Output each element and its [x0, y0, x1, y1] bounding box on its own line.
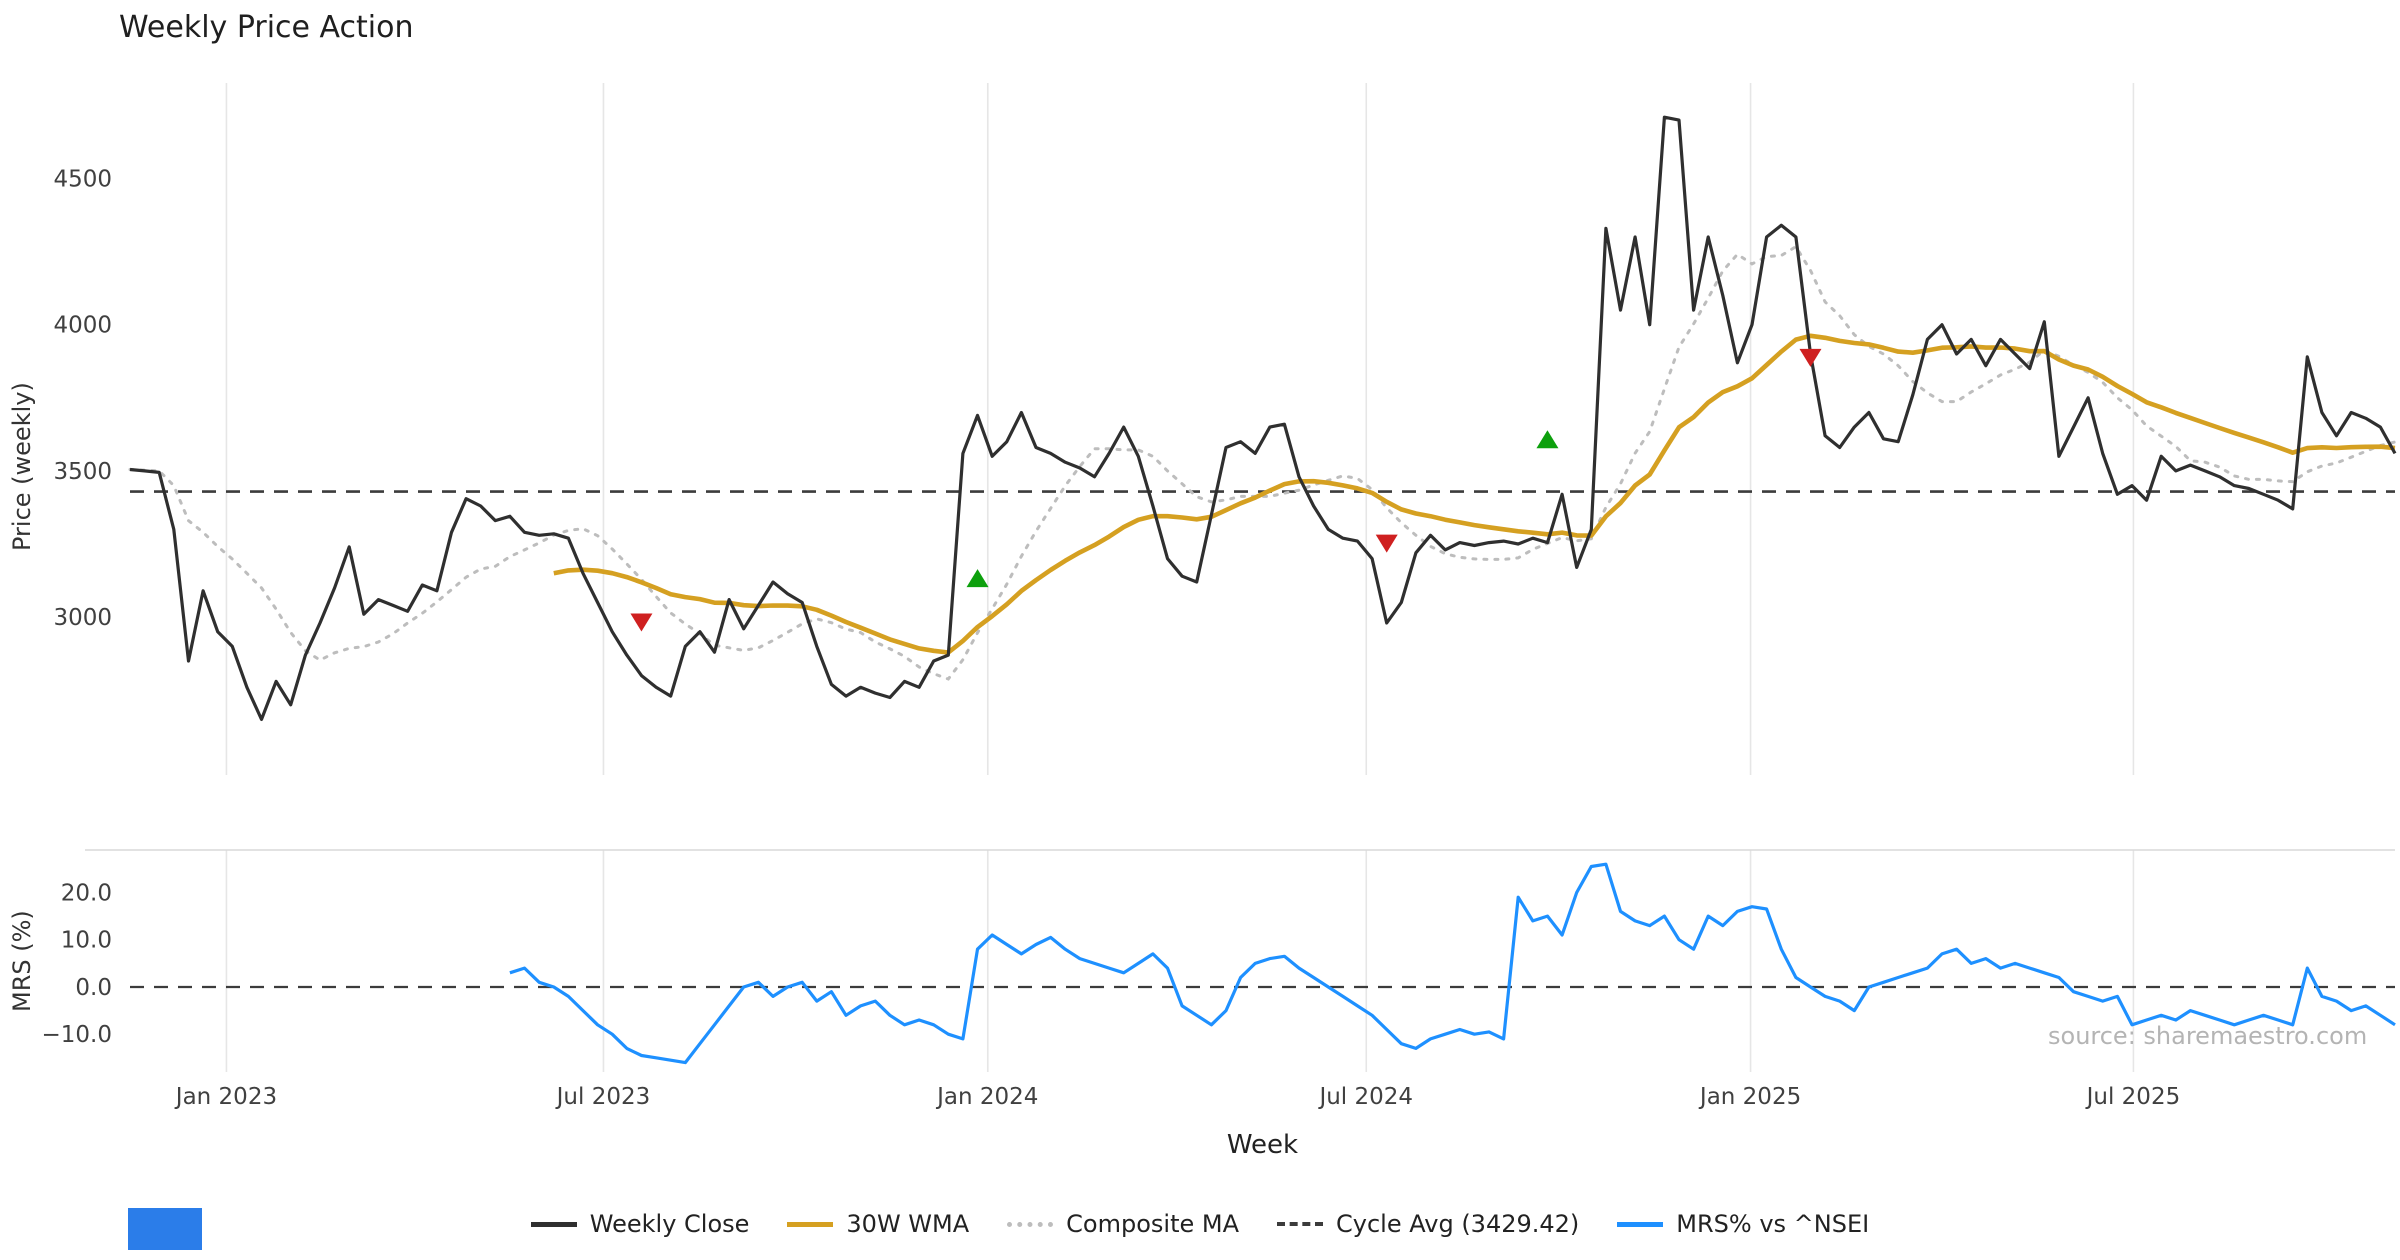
composite-ma-line [128, 244, 2397, 681]
legend-item-cycle-avg-3429-42: Cycle Avg (3429.42) [1277, 1210, 1579, 1238]
legend-item-composite-ma: Composite MA [1007, 1210, 1239, 1238]
legend-label-mrs-vs-nsei: MRS% vs ^NSEI [1676, 1210, 1870, 1238]
price-tick-label: 3000 [53, 605, 112, 631]
x-tick-label: Jul 2025 [2085, 1084, 2181, 1110]
legend-label-weekly-close: Weekly Close [589, 1210, 750, 1238]
legend-swatch-mrs-vs-nsei [1617, 1221, 1664, 1227]
buy-signal-icon [1536, 430, 1559, 449]
source-watermark: source: sharemaestro.com [2048, 1022, 2368, 1050]
sell-signal-icon [1375, 534, 1398, 553]
legend-item-weekly-close: Weekly Close [530, 1210, 750, 1238]
mrs-line [509, 862, 2396, 1065]
price-tick-label: 4000 [53, 313, 112, 339]
legend-swatch-30w-wma [787, 1221, 834, 1227]
x-tick-label: Jan 2023 [174, 1084, 277, 1110]
page-title: Weekly Price Action [119, 10, 414, 45]
x-tick-label: Jul 2023 [555, 1084, 651, 1110]
mrs-tick-label: 10.0 [61, 928, 112, 954]
x-tick-label: Jul 2024 [1317, 1084, 1413, 1110]
buy-signal-icon [966, 569, 989, 588]
x-axis-label: Week [1226, 1130, 1299, 1160]
price-tick-label: 4500 [53, 167, 112, 193]
sell-signal-icon [630, 613, 653, 632]
legend-label-cycle-avg-3429-42: Cycle Avg (3429.42) [1336, 1210, 1580, 1238]
x-tick-label: Jan 2024 [935, 1084, 1038, 1110]
legend-swatch-weekly-close [530, 1221, 577, 1227]
legend-swatch-cycle-avg-3429-42 [1277, 1222, 1324, 1226]
wma-30w-line [553, 333, 2396, 655]
gridlines [225, 83, 2135, 1072]
brand-mark [128, 1208, 202, 1250]
legend-item-mrs-vs-nsei: MRS% vs ^NSEI [1617, 1210, 1869, 1238]
weekly-close-line [129, 115, 2397, 721]
legend-swatch-composite-ma [1007, 1221, 1054, 1227]
axis-tick-labels: 3000 3500 4000 4500 −10.0 0.0 10.0 20.0 Jan 2023… [42, 167, 2181, 1110]
x-tick-label: Jan 2025 [1698, 1084, 1801, 1110]
legend-label-composite-ma: Composite MA [1066, 1210, 1240, 1238]
legend-item-30w-wma: 30W WMA [787, 1210, 969, 1238]
mrs-tick-label: 20.0 [61, 881, 112, 907]
mrs-tick-label: 0.0 [75, 975, 112, 1001]
legend-label-30w-wma: 30W WMA [846, 1210, 970, 1238]
legend: Weekly Close 30W WMA Composite MA Cycle Avg… [0, 1210, 2400, 1238]
mrs-tick-label: −10.0 [42, 1022, 112, 1048]
signal-markers [630, 348, 1822, 632]
sell-signal-icon [1799, 348, 1822, 367]
price-tick-label: 3500 [53, 459, 112, 485]
